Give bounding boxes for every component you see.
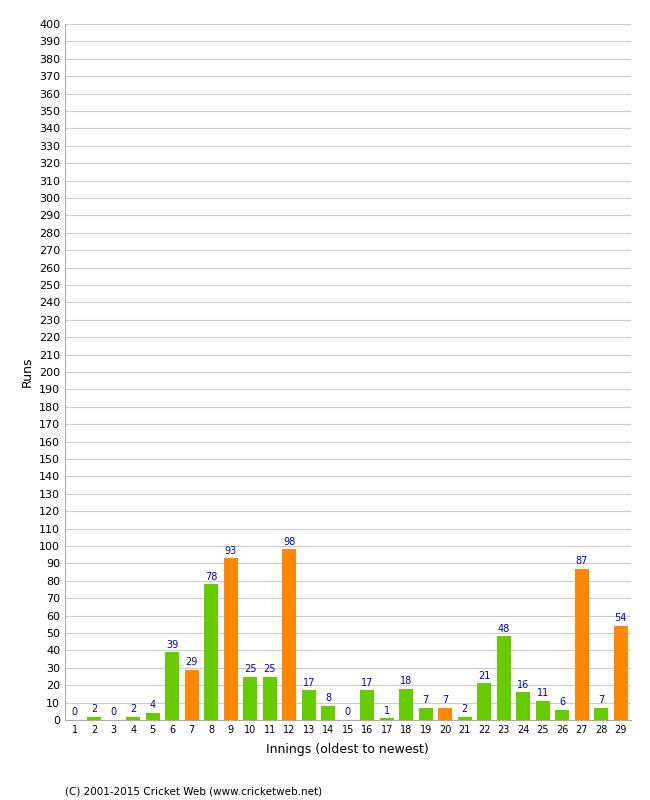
Bar — [282, 550, 296, 720]
Bar — [165, 652, 179, 720]
Bar — [302, 690, 316, 720]
Bar — [87, 717, 101, 720]
Text: 11: 11 — [537, 688, 549, 698]
Bar — [497, 637, 510, 720]
Text: 17: 17 — [361, 678, 374, 688]
Bar — [614, 626, 627, 720]
Text: 0: 0 — [344, 707, 351, 718]
Text: 25: 25 — [244, 664, 257, 674]
Bar — [360, 690, 374, 720]
Text: 25: 25 — [263, 664, 276, 674]
Y-axis label: Runs: Runs — [20, 357, 33, 387]
Text: 17: 17 — [302, 678, 315, 688]
Text: 78: 78 — [205, 572, 218, 582]
Text: 7: 7 — [442, 695, 448, 706]
Text: 2: 2 — [462, 704, 468, 714]
Bar — [224, 558, 238, 720]
Text: 0: 0 — [72, 707, 78, 718]
Text: 7: 7 — [422, 695, 429, 706]
X-axis label: Innings (oldest to newest): Innings (oldest to newest) — [266, 743, 429, 756]
Bar — [263, 677, 277, 720]
Bar — [321, 706, 335, 720]
Bar — [399, 689, 413, 720]
Bar — [380, 718, 393, 720]
Text: 39: 39 — [166, 639, 178, 650]
Bar — [477, 683, 491, 720]
Bar — [438, 708, 452, 720]
Bar — [243, 677, 257, 720]
Text: 18: 18 — [400, 676, 412, 686]
Text: 2: 2 — [130, 704, 136, 714]
Bar — [185, 670, 199, 720]
Text: 87: 87 — [575, 556, 588, 566]
Text: 1: 1 — [384, 706, 390, 716]
Bar — [204, 584, 218, 720]
Text: 2: 2 — [91, 704, 98, 714]
Text: 54: 54 — [614, 614, 627, 623]
Bar — [419, 708, 432, 720]
Bar — [536, 701, 549, 720]
Text: 21: 21 — [478, 671, 491, 681]
Bar — [458, 717, 471, 720]
Bar — [555, 710, 569, 720]
Text: 98: 98 — [283, 537, 295, 547]
Text: 4: 4 — [150, 701, 156, 710]
Bar — [126, 717, 140, 720]
Text: 16: 16 — [517, 679, 529, 690]
Text: 0: 0 — [111, 707, 117, 718]
Bar — [146, 713, 160, 720]
Text: 29: 29 — [185, 657, 198, 667]
Text: 6: 6 — [559, 697, 566, 707]
Text: 7: 7 — [598, 695, 604, 706]
Text: (C) 2001-2015 Cricket Web (www.cricketweb.net): (C) 2001-2015 Cricket Web (www.cricketwe… — [65, 786, 322, 796]
Text: 48: 48 — [498, 624, 510, 634]
Text: 8: 8 — [325, 694, 332, 703]
Text: 93: 93 — [225, 546, 237, 555]
Bar — [516, 692, 530, 720]
Bar — [575, 569, 588, 720]
Bar — [594, 708, 608, 720]
